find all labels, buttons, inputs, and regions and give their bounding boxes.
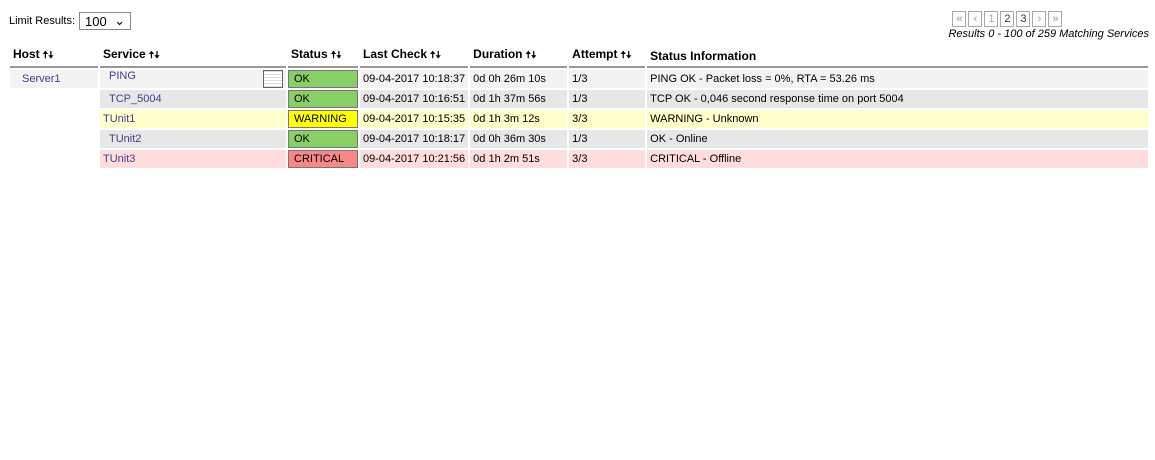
service-cell: TUnit2: [100, 130, 286, 148]
status-badge: OK: [288, 90, 358, 108]
sort-descending-icon[interactable]: 🠇: [336, 50, 342, 61]
table-row: TUnit1 WARNING 09-04-2017 10:15:35 0d 1h 3m…: [10, 110, 1149, 128]
last-check: 09-04-2017 10:16:51: [360, 90, 469, 108]
column-header: Host 🠅🠇: [10, 46, 98, 68]
host-link[interactable]: Server1: [22, 73, 61, 85]
chevron-down-icon: ⌄: [114, 13, 126, 28]
limit-value: 100: [85, 13, 107, 29]
sort-descending-icon[interactable]: 🠇: [48, 50, 54, 61]
sort-ascending-icon[interactable]: 🠅: [42, 50, 49, 61]
host-cell: [10, 130, 98, 148]
sort-ascending-icon[interactable]: 🠅: [430, 50, 436, 61]
duration: 0d 0h 36m 30s: [470, 130, 568, 148]
service-cell: TUnit3: [100, 150, 286, 168]
sort-ascending-icon[interactable]: 🠅: [525, 50, 531, 61]
column-header: Status 🠅🠇: [288, 46, 358, 68]
service-link[interactable]: TUnit1: [103, 113, 136, 125]
last-check: 09-04-2017 10:15:35: [360, 110, 469, 128]
service-link[interactable]: TUnit3: [103, 153, 136, 165]
attempt: 3/3: [569, 110, 646, 128]
service-link[interactable]: PING: [109, 70, 136, 82]
first-page-icon[interactable]: «: [952, 11, 967, 27]
column-label: Status: [291, 47, 328, 61]
status-information: CRITICAL - Offline: [647, 150, 1149, 168]
performance-graph-icon[interactable]: [263, 70, 283, 88]
duration: 0d 0h 26m 10s: [470, 70, 568, 88]
page-2[interactable]: 2: [1000, 11, 1015, 27]
column-header: Last Check 🠅🠇: [360, 46, 469, 68]
column-header: Attempt 🠅🠇: [569, 46, 646, 68]
table-row: TUnit3 CRITICAL 09-04-2017 10:21:56 0d 1h 2…: [10, 150, 1149, 168]
sort-descending-icon[interactable]: 🠇: [435, 50, 441, 61]
table-row: TUnit2 OK 09-04-2017 10:18:17 0d 0h 36m 30s…: [10, 130, 1149, 148]
status-badge: OK: [288, 70, 358, 88]
status-badge: CRITICAL: [288, 150, 358, 168]
service-link[interactable]: TUnit2: [109, 133, 142, 145]
column-label: Duration: [473, 47, 523, 61]
page-1[interactable]: 1: [984, 11, 999, 27]
last-check: 09-04-2017 10:18:37: [360, 70, 469, 88]
service-cell: PING: [100, 70, 286, 88]
status-information: PING OK - Packet loss = 0%, RTA = 53.26 …: [647, 70, 1149, 88]
sort-descending-icon[interactable]: 🠇: [154, 50, 160, 61]
host-cell: [10, 110, 98, 128]
sort-ascending-icon[interactable]: 🠅: [148, 50, 155, 61]
sort-descending-icon[interactable]: 🠇: [530, 50, 537, 61]
status-information: WARNING - Unknown: [647, 110, 1149, 128]
table-row: TCP_5004 OK 09-04-2017 10:16:51 0d 1h 37m 5…: [10, 90, 1149, 108]
sort-ascending-icon[interactable]: 🠅: [620, 50, 626, 61]
host-cell: Server1: [10, 70, 98, 88]
attempt: 3/3: [569, 150, 646, 168]
services-table: Host 🠅🠇 Service 🠅🠇 Status 🠅🠇 Last Check 🠅🠇 Durat…: [8, 44, 1150, 170]
results-count: Results 0 - 100 of 259 Matching Services: [948, 28, 1149, 40]
duration: 0d 1h 2m 51s: [470, 150, 568, 168]
column-label: Last Check: [363, 47, 428, 61]
duration: 0d 1h 37m 56s: [470, 90, 568, 108]
column-label: Host: [13, 47, 40, 61]
column-header: Service 🠅🠇: [100, 46, 286, 68]
column-label: Status Information: [650, 49, 757, 63]
duration: 0d 1h 3m 12s: [470, 110, 568, 128]
status-badge: WARNING: [288, 110, 358, 128]
prev-page-icon[interactable]: ‹: [968, 11, 983, 27]
host-cell: [10, 90, 98, 108]
attempt: 1/3: [569, 70, 646, 88]
page-3[interactable]: 3: [1016, 11, 1031, 27]
limit-label: Limit Results:: [9, 15, 76, 27]
sort-descending-icon[interactable]: 🠇: [625, 50, 632, 61]
last-page-icon[interactable]: »: [1048, 11, 1063, 27]
limit-select[interactable]: 100 ⌄: [79, 12, 132, 30]
column-header: Status Information: [647, 46, 1149, 68]
host-cell: [10, 150, 98, 168]
service-cell: TUnit1: [100, 110, 286, 128]
column-label: Service: [103, 47, 146, 61]
last-check: 09-04-2017 10:21:56: [360, 150, 469, 168]
service-link[interactable]: TCP_5004: [109, 93, 162, 105]
status-badge: OK: [288, 130, 358, 148]
service-cell: TCP_5004: [100, 90, 286, 108]
status-information: TCP OK - 0,046 second response time on p…: [647, 90, 1149, 108]
pagination: « ‹ 1 2 3 › » Results 0 - 100 of 259 Mat…: [948, 11, 1149, 40]
column-label: Attempt: [572, 47, 618, 61]
column-header: Duration 🠅🠇: [470, 46, 568, 68]
next-page-icon[interactable]: ›: [1032, 11, 1047, 27]
sort-ascending-icon[interactable]: 🠅: [330, 50, 337, 61]
table-row: Server1 PING OK 09-04-2017 10:18:37 0d 0h 26…: [10, 70, 1149, 88]
attempt: 1/3: [569, 130, 646, 148]
limit-results: Limit Results: 100 ⌄: [9, 12, 132, 30]
attempt: 1/3: [569, 90, 646, 108]
status-information: OK - Online: [647, 130, 1149, 148]
last-check: 09-04-2017 10:18:17: [360, 130, 469, 148]
